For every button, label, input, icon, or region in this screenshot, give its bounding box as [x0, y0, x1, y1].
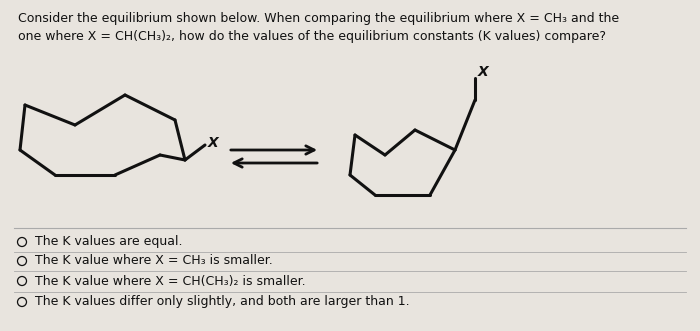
Text: The K value where X = CH₃ is smaller.: The K value where X = CH₃ is smaller.	[35, 255, 273, 267]
Text: X: X	[208, 136, 218, 150]
Text: The K value where X = CH(CH₃)₂ is smaller.: The K value where X = CH(CH₃)₂ is smalle…	[35, 274, 306, 288]
Text: X: X	[478, 65, 489, 79]
Text: The K values are equal.: The K values are equal.	[35, 235, 183, 249]
Text: Consider the equilibrium shown below. When comparing the equilibrium where X = C: Consider the equilibrium shown below. Wh…	[18, 12, 619, 43]
Text: The K values differ only slightly, and both are larger than 1.: The K values differ only slightly, and b…	[35, 296, 409, 308]
